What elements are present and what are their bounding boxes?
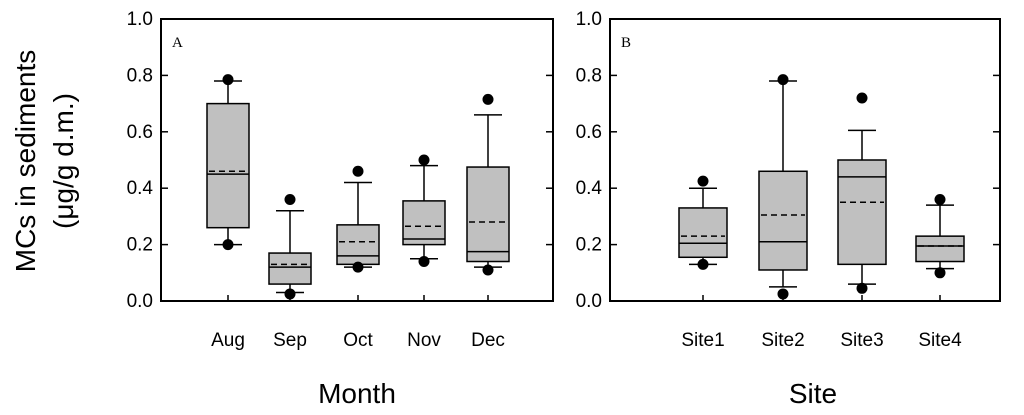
- outlier-point: [418, 154, 430, 166]
- iqr-box: [402, 200, 446, 246]
- outlier-point: [352, 165, 364, 177]
- y-tick-label: 0.4: [576, 178, 603, 199]
- outlier-point: [284, 288, 296, 300]
- x-axis-title: Site: [789, 378, 837, 409]
- box-plot-sep: [268, 193, 312, 300]
- y-axis-title-line2: (μg/g d.m.): [48, 93, 79, 229]
- x-tick-label: Aug: [211, 330, 245, 351]
- iqr-box: [915, 235, 965, 263]
- y-tick-label: 0.4: [127, 178, 154, 199]
- x-tick-label: Site4: [918, 330, 962, 351]
- outlier-point: [934, 193, 946, 205]
- outlier-point: [777, 74, 789, 86]
- box-plot-nov: [402, 154, 446, 268]
- outlier-point: [418, 256, 430, 268]
- x-tick-label: Nov: [407, 330, 441, 351]
- box-plot-dec: [466, 93, 510, 276]
- plot-frame: [160, 18, 554, 302]
- panel-b: 0.0 0.2 0.4 0.6 0.8 1.0 B Site1 Site2 Site3 Site4 S…: [576, 9, 1001, 409]
- iqr-box: [206, 102, 250, 229]
- y-tick-label: 0.6: [127, 122, 153, 143]
- y-tick-label: 0.8: [576, 65, 602, 86]
- outlier-point: [352, 261, 364, 273]
- outlier-point: [482, 93, 494, 105]
- iqr-box: [268, 252, 312, 285]
- outlier-point: [777, 288, 789, 300]
- box-plot-site4: [915, 193, 965, 279]
- outlier-point: [697, 258, 709, 270]
- y-tick-label: 0.2: [576, 235, 602, 256]
- y-tick-label: 0.0: [127, 291, 153, 312]
- y-tick-label: 0.8: [127, 65, 153, 86]
- y-tick-label: 1.0: [576, 9, 602, 30]
- y-tick-label: 1.0: [127, 9, 153, 30]
- y-axis-title-line1: MCs in sediments: [10, 50, 41, 273]
- outlier-point: [856, 282, 868, 294]
- box-plot-site3: [837, 92, 887, 294]
- x-tick-label: Site1: [681, 330, 724, 351]
- outlier-point: [222, 239, 234, 251]
- iqr-box: [758, 170, 808, 271]
- outlier-point: [482, 264, 494, 276]
- outlier-point: [934, 267, 946, 279]
- iqr-box: [678, 207, 728, 259]
- y-tick-label: 0.2: [127, 235, 153, 256]
- plot-frame: [609, 18, 1001, 302]
- iqr-box: [466, 166, 510, 263]
- x-axis-title: Month: [318, 378, 396, 409]
- box-plot-oct: [336, 165, 380, 273]
- outlier-point: [856, 92, 868, 104]
- x-tick-label: Dec: [471, 330, 505, 351]
- outlier-point: [284, 193, 296, 205]
- iqr-box: [837, 159, 887, 266]
- y-tick-label: 0.0: [576, 291, 602, 312]
- box-plot-site2: [758, 74, 808, 300]
- panel-label: A: [172, 35, 183, 51]
- outlier-point: [222, 74, 234, 86]
- panel-label: B: [621, 35, 631, 51]
- outlier-point: [697, 175, 709, 187]
- x-tick-label: Oct: [343, 330, 373, 351]
- x-tick-label: Site2: [761, 330, 804, 351]
- box-plot-aug: [206, 74, 250, 251]
- y-tick-label: 0.6: [576, 122, 602, 143]
- panel-a: 0.0 0.2 0.4 0.6 0.8 1.0 A Aug Sep Oct Nov Dec Month: [127, 9, 554, 409]
- x-tick-label: Sep: [273, 330, 307, 351]
- iqr-box: [336, 224, 380, 266]
- box-plot-site1: [678, 175, 728, 270]
- x-tick-label: Site3: [840, 330, 883, 351]
